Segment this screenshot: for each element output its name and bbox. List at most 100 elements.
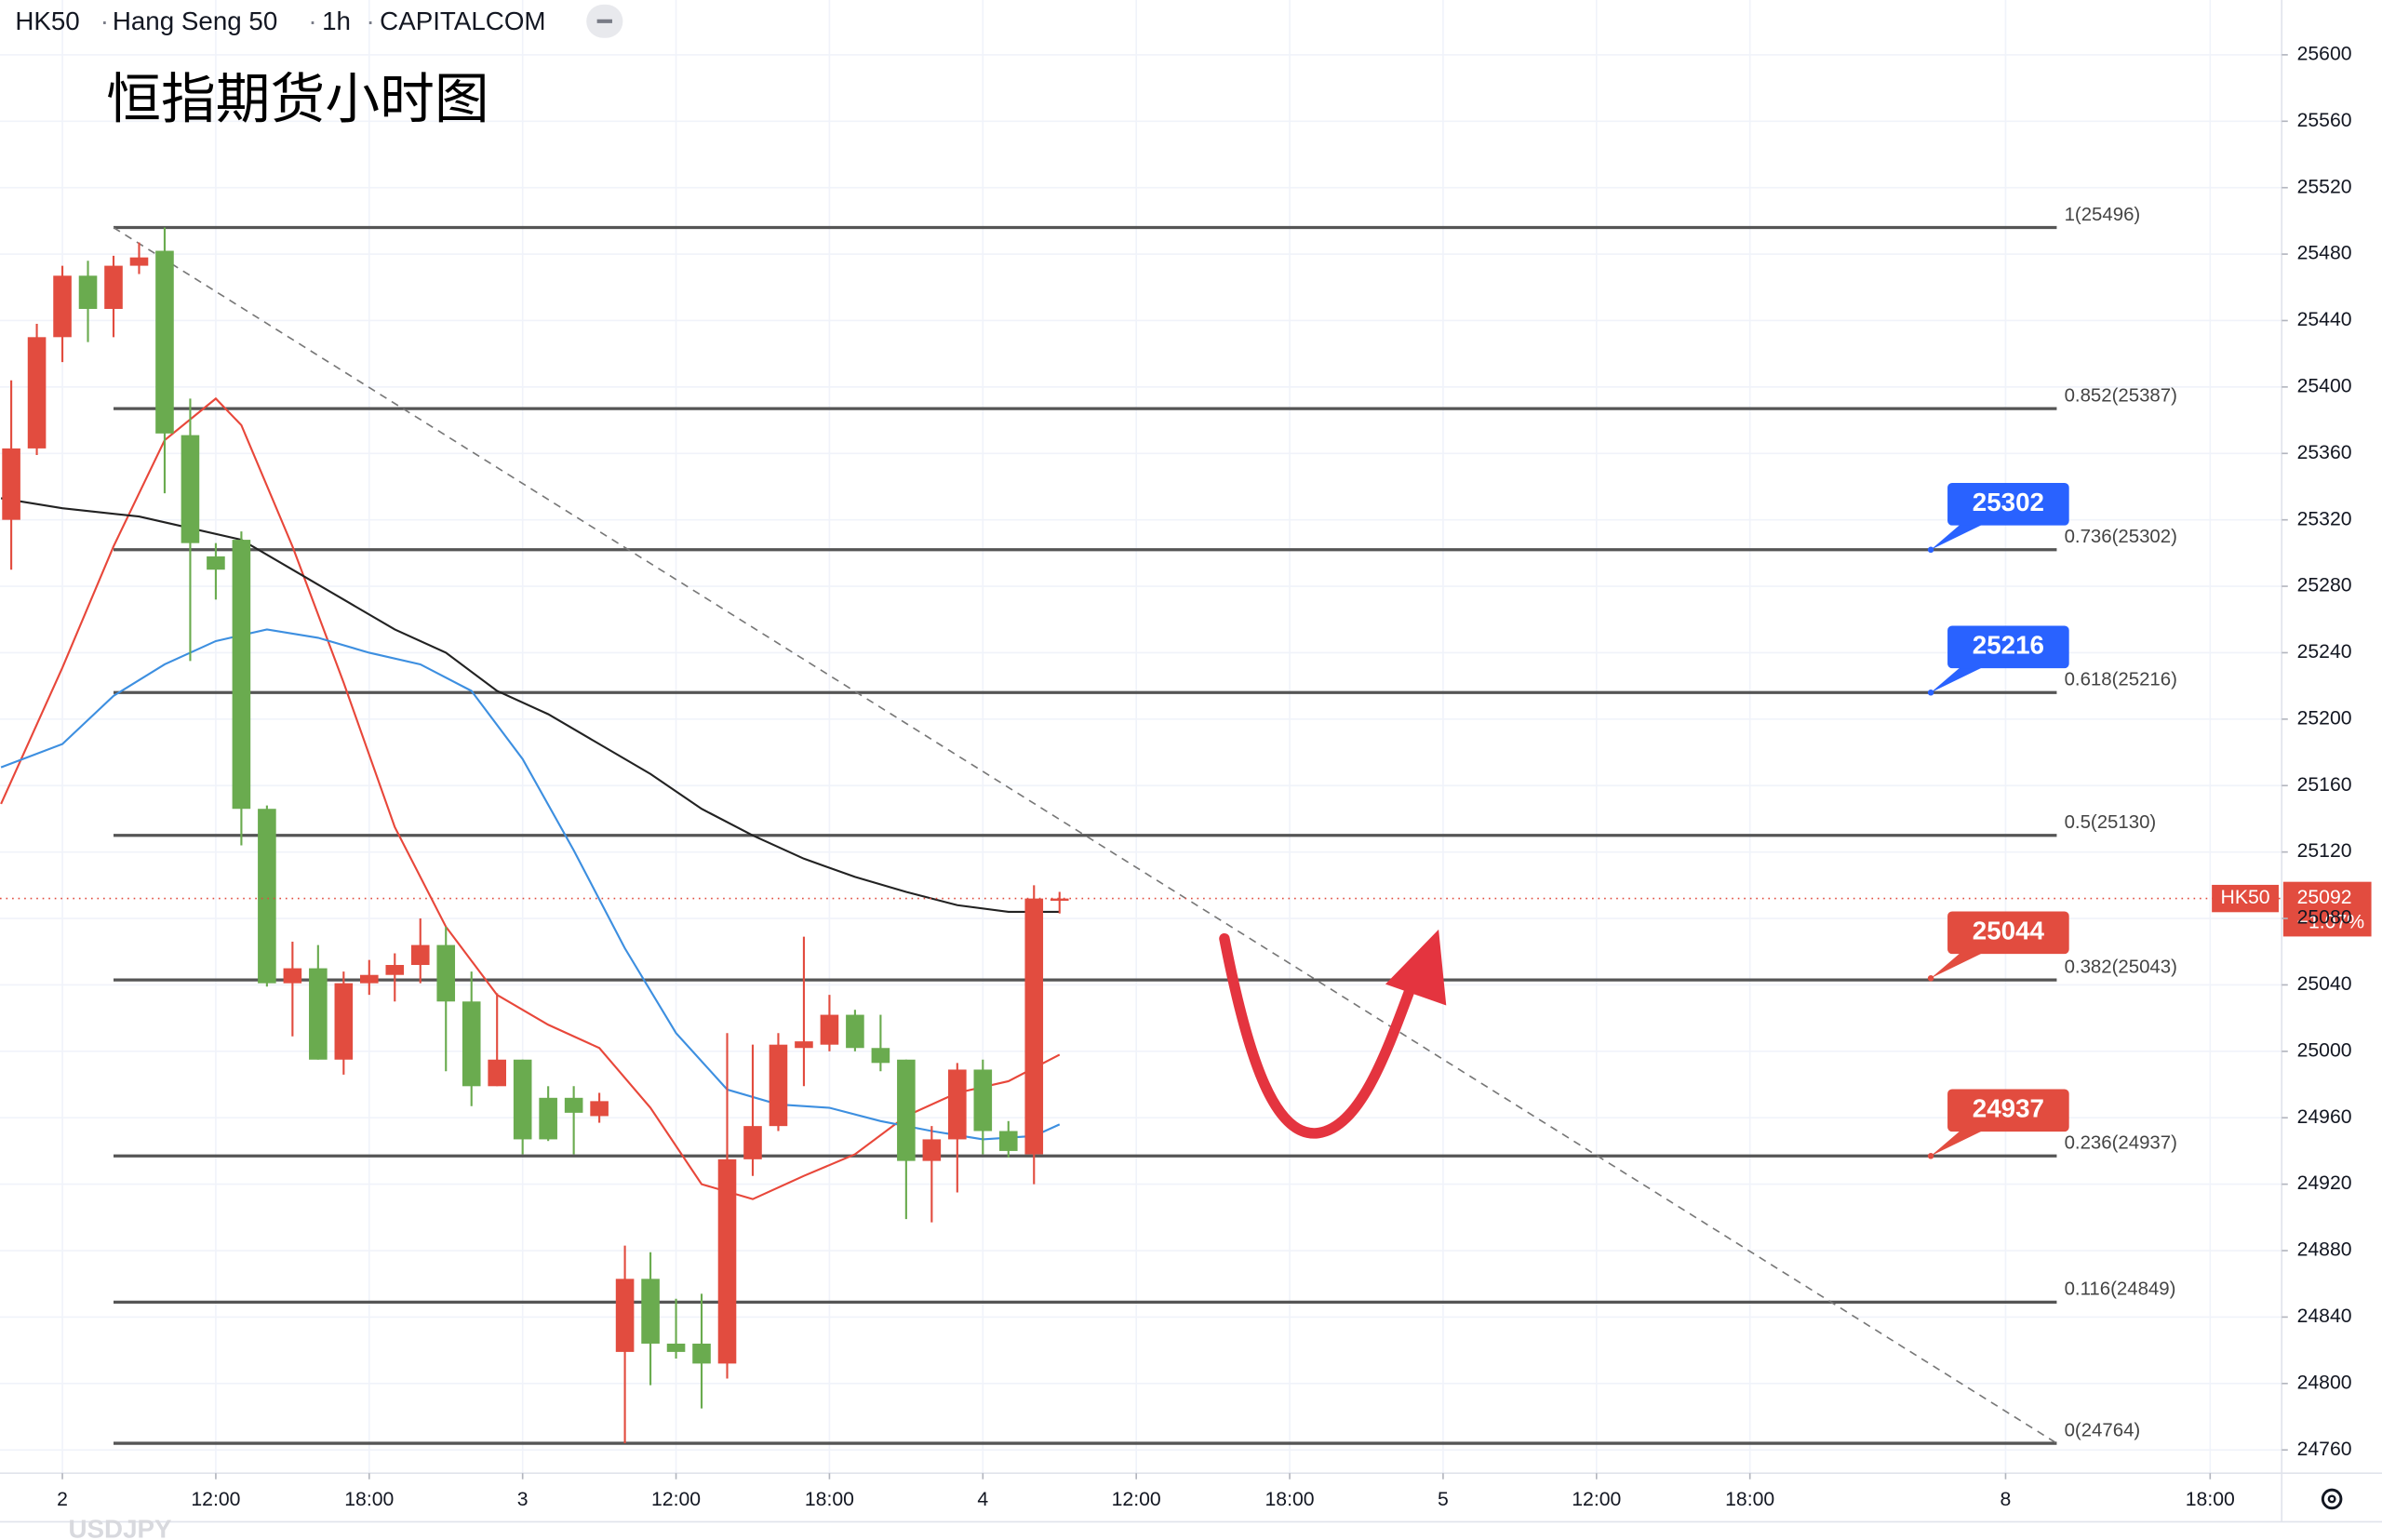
y-tick-label: 25240 [2297, 641, 2352, 663]
fib-label: 0.5(25130) [2065, 812, 2157, 833]
fib-label: 0(24764) [2065, 1420, 2141, 1440]
y-tick-label: 24840 [2297, 1306, 2352, 1327]
candle-body [564, 1097, 583, 1113]
y-tick-label: 25040 [2297, 973, 2352, 995]
header-name: Hang Seng 50 [113, 7, 277, 35]
candle-body [871, 1048, 890, 1064]
candle-body [104, 265, 123, 309]
y-tick-label: 24960 [2297, 1106, 2352, 1128]
fib-label: 0.852(25387) [2065, 385, 2177, 406]
fib-label: 0.736(25302) [2065, 527, 2177, 547]
y-tick-label: 25160 [2297, 774, 2352, 796]
x-tick-label: 18:00 [1265, 1489, 1314, 1510]
y-tick-label: 25280 [2297, 575, 2352, 596]
candle-body [743, 1126, 762, 1159]
callout-pointer [1931, 522, 1987, 550]
candle-body [795, 1041, 813, 1049]
candle-body [846, 1014, 864, 1049]
x-tick-label: 12:00 [1112, 1489, 1161, 1510]
candle-body [410, 944, 430, 966]
candle-body [1050, 898, 1069, 902]
candle-body [973, 1069, 993, 1132]
candle-body [2, 448, 20, 520]
y-tick-label: 25000 [2297, 1039, 2352, 1061]
y-tick-label: 25200 [2297, 707, 2352, 729]
candle-body [207, 556, 225, 570]
candle-body [1024, 898, 1044, 1155]
callout-pointer [1931, 664, 1987, 693]
callout-pointer [1931, 1128, 1987, 1157]
y-tick-label: 25480 [2297, 243, 2352, 264]
callout-pointer [1931, 950, 1987, 979]
candle-body [539, 1097, 557, 1140]
fib-label: 0.236(24937) [2065, 1133, 2177, 1154]
candle-body [78, 275, 98, 309]
callout-box [1947, 625, 2069, 669]
callout-anchor [1927, 546, 1934, 554]
x-tick-label: 18:00 [2186, 1489, 2235, 1510]
x-tick-label: 18:00 [805, 1489, 854, 1510]
fib-label: 0.116(24849) [2065, 1279, 2176, 1300]
y-tick-label: 25320 [2297, 508, 2352, 529]
y-tick-label: 25400 [2297, 375, 2352, 396]
candle-body [155, 250, 174, 434]
x-tick-label: 12:00 [1572, 1489, 1621, 1510]
candle-body [641, 1279, 660, 1344]
header-source: CAPITALCOM [380, 7, 545, 35]
candle-body [360, 974, 379, 984]
price-name: HK50 [2221, 887, 2270, 908]
candle-body [462, 1001, 481, 1087]
candle-body [948, 1069, 967, 1140]
arrow-curve [1219, 932, 1415, 1139]
candle-body [385, 965, 405, 975]
candle-body [590, 1101, 609, 1117]
current-price: HK50 25092 −1.07% [0, 881, 2372, 937]
callout-label: 25302 [1973, 488, 2044, 516]
fib-levels: 1(25496) 0.852(25387) 0.736(25302) 0.618(25… [113, 205, 2177, 1445]
callout-anchor [1927, 1153, 1934, 1159]
y-tick-label: 25080 [2297, 907, 2352, 929]
callout-anchor [1927, 975, 1934, 982]
x-tick-label: 2 [57, 1489, 68, 1510]
x-tick-label: 18:00 [1725, 1489, 1774, 1510]
callout-anchor [1927, 690, 1934, 696]
ma-line [0, 497, 1060, 913]
candle-body [692, 1343, 711, 1364]
callout-label: 25044 [1973, 917, 2045, 945]
candle-body [615, 1279, 635, 1352]
header-symbol: HK50 [15, 7, 79, 35]
candle-body [717, 1158, 737, 1364]
candle-body [666, 1343, 686, 1352]
y-tick-label: 25600 [2297, 44, 2352, 65]
x-tick-label: 18:00 [344, 1489, 394, 1510]
callouts: 25302 25216 25044 24937 [1927, 482, 2069, 1159]
candle-body [488, 1059, 506, 1087]
y-tick-label: 24880 [2297, 1239, 2352, 1261]
y-tick-label: 24760 [2297, 1439, 2352, 1460]
arrow-head [1385, 929, 1447, 1006]
candle-body [232, 540, 251, 810]
x-tick-label: 8 [2001, 1489, 2012, 1510]
candle-body [181, 435, 200, 543]
candle-body [513, 1059, 532, 1140]
candle-body [283, 968, 302, 984]
price-change: −1.07% [2297, 911, 2365, 932]
candle-body [129, 257, 149, 266]
price-name-tag [2212, 884, 2279, 913]
separator: · [100, 7, 109, 35]
y-tick-label: 24920 [2297, 1172, 2352, 1194]
axes: 24760 24800 24840 24880 24920 24960 25000 25040… [57, 44, 2351, 1511]
fib-label: 0.618(25216) [2065, 670, 2177, 690]
header-interval: 1h [322, 7, 351, 35]
settings-icon[interactable] [2321, 1488, 2343, 1510]
x-tick-label: 12:00 [191, 1489, 240, 1510]
x-tick-label: 5 [1438, 1489, 1449, 1510]
chart-title: 恒指期货小时图 [106, 70, 488, 130]
fib-label: 1(25496) [2065, 205, 2141, 225]
settings-icon-center [2327, 1494, 2336, 1504]
callout-box [1947, 482, 2069, 526]
callout-box [1947, 1089, 2069, 1132]
callout-box [1947, 911, 2069, 955]
